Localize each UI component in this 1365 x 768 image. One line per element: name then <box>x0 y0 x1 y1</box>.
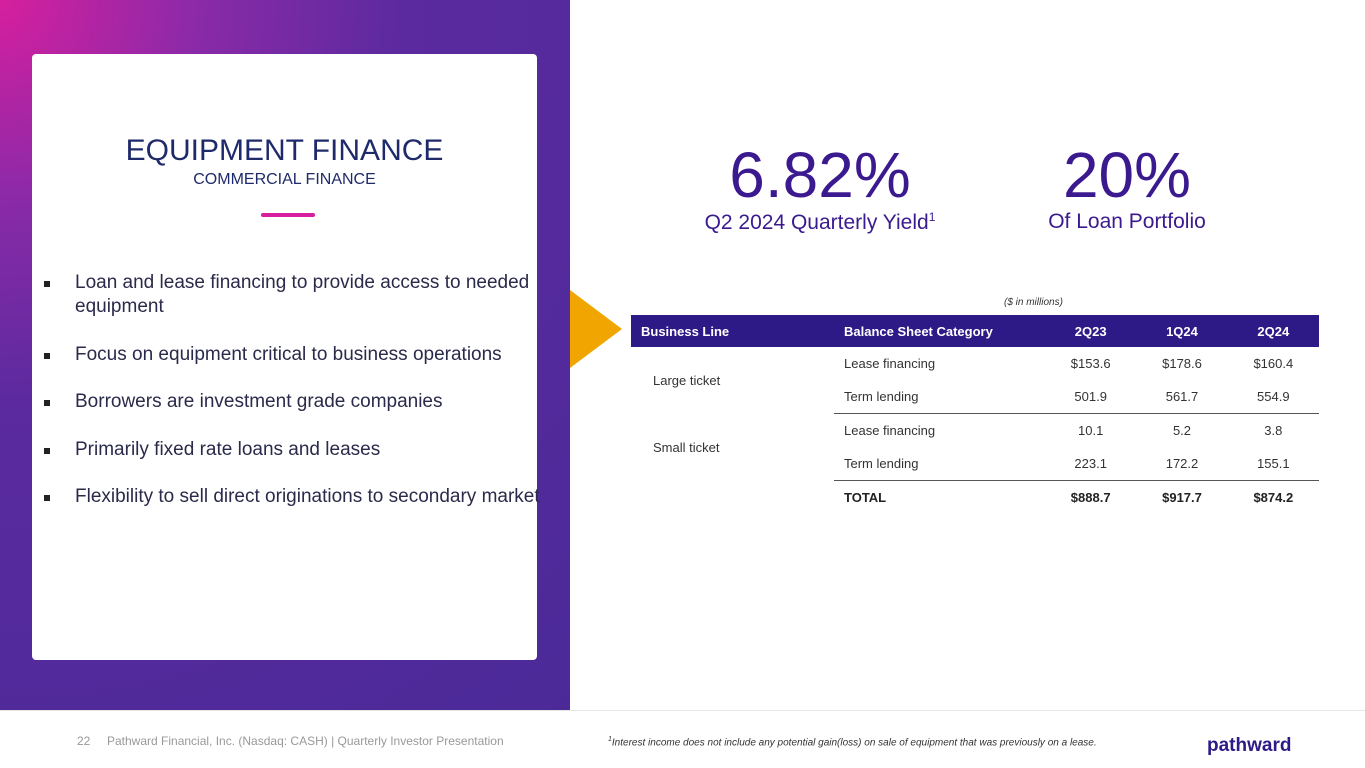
stat-label: Of Loan Portfolio <box>1048 210 1206 233</box>
subtitle: COMMERCIAL FINANCE <box>193 171 376 188</box>
total-row: TOTAL $888.7 $917.7 $874.2 <box>631 481 1319 515</box>
cell: 554.9 <box>1227 380 1319 414</box>
cell: 501.9 <box>1045 380 1137 414</box>
arrow <box>570 290 622 368</box>
cell: $153.6 <box>1070 356 1111 371</box>
stat-value: 20% <box>1062 139 1192 211</box>
footer-text: Pathward Financial, Inc. (Nasdaq: CASH) … <box>107 734 504 748</box>
bullet-list: Loan and lease financing to provide acce… <box>44 271 544 533</box>
cell: 3.8 <box>1264 423 1283 438</box>
table-note: ($ in millions) <box>1004 297 1063 308</box>
cell: Term lending <box>834 380 1045 414</box>
cell: $178.6 <box>1162 356 1202 371</box>
stat-label: Q2 2024 Quarterly Yield1 <box>670 210 970 235</box>
th: 1Q24 <box>1136 315 1228 347</box>
footnote: 1Interest income does not include any po… <box>608 736 1097 748</box>
stat-value: 6.82% <box>729 139 911 211</box>
cell: 5.2 <box>1172 423 1192 438</box>
title: EQUIPMENT FINANCE <box>125 134 444 167</box>
header-row: Business Line Balance Sheet Category 2Q2… <box>631 315 1319 347</box>
table: Business Line Balance Sheet Category 2Q2… <box>631 315 1319 514</box>
bullet: Flexibility to sell direct originations … <box>44 485 544 509</box>
accent-bar <box>261 213 315 217</box>
cell: 10.1 <box>1078 423 1104 438</box>
bullet: Loan and lease financing to provide acce… <box>44 271 544 319</box>
th: 2Q24 <box>1227 315 1319 347</box>
page-number: 22 <box>77 734 91 748</box>
cell: 155.1 <box>1227 447 1319 481</box>
business-line: Small ticket <box>653 439 720 455</box>
cell: $888.7 <box>1070 490 1111 505</box>
cell: TOTAL <box>844 490 887 505</box>
logo: pathward <box>1207 735 1292 756</box>
row: Large ticket Lease financing $153.6 $178… <box>631 347 1319 388</box>
cell: 223.1 <box>1045 447 1137 481</box>
bullet: Borrowers are investment grade companies <box>44 390 544 414</box>
cell: Lease financing <box>844 423 936 438</box>
business-line: Large ticket <box>653 372 721 388</box>
th: Balance Sheet Category <box>834 315 1045 347</box>
cell: Lease financing <box>844 356 936 371</box>
cell: Term lending <box>834 447 1045 481</box>
row: Term lending 223.1 172.2 155.1 <box>631 447 1319 481</box>
stat-label-text: Q2 2024 Quarterly Yield <box>704 211 929 234</box>
cell: 561.7 <box>1136 380 1228 414</box>
footnote-mark: 1 <box>608 736 612 743</box>
bullet: Focus on equipment critical to business … <box>44 343 544 367</box>
th: Business Line <box>631 315 834 347</box>
footnote-text: Interest income does not include any pot… <box>611 737 1097 749</box>
th: 2Q23 <box>1045 315 1137 347</box>
cell: 172.2 <box>1136 447 1228 481</box>
row: Term lending 501.9 561.7 554.9 <box>631 380 1319 414</box>
cell: $917.7 <box>1162 490 1202 505</box>
cell: $874.2 <box>1253 490 1294 505</box>
row: Small ticket Lease financing 10.1 5.2 3.… <box>631 414 1319 455</box>
bullet: Primarily fixed rate loans and leases <box>44 438 544 462</box>
cell: $160.4 <box>1253 356 1294 371</box>
card: EQUIPMENT FINANCE COMMERCIAL FINANCE <box>32 54 537 660</box>
footnote-ref: 1 <box>928 210 936 224</box>
footer: 22 Pathward Financial, Inc. (Nasdaq: CAS… <box>0 710 1365 768</box>
